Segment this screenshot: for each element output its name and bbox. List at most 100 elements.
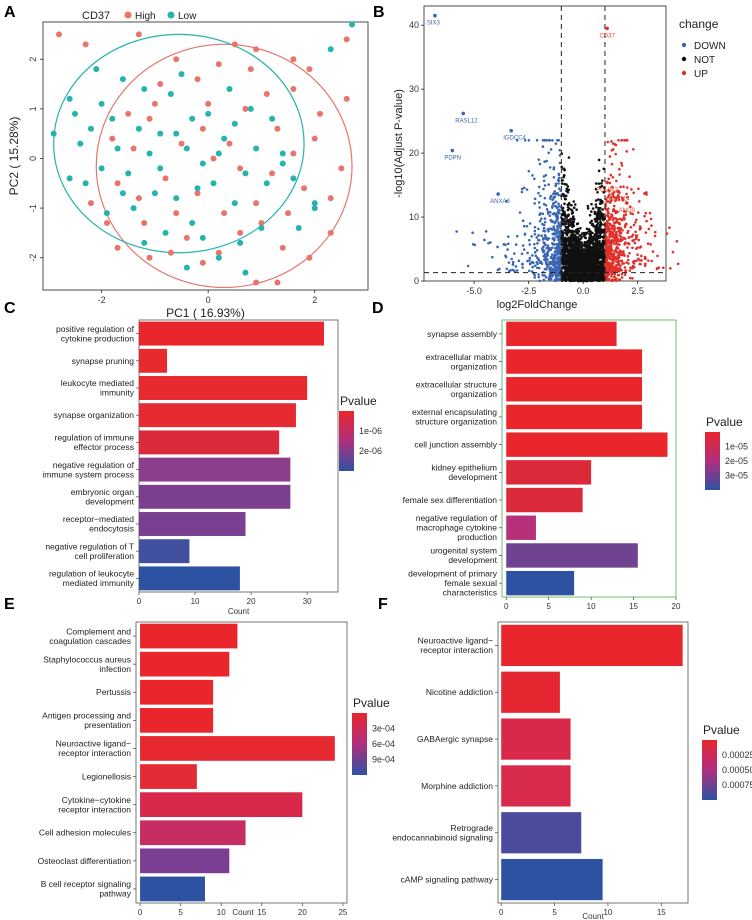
- panel-b-gene-point-not: [561, 179, 564, 182]
- panel-b-gene-point-not: [564, 247, 568, 251]
- panel-e-bar: [140, 792, 303, 818]
- panel-b-gene-point-not: [595, 253, 598, 257]
- panel-a-point-high: [151, 100, 158, 107]
- panel-b-gene-point-not: [563, 228, 567, 232]
- panel-a-x-tick-label: 0: [206, 295, 211, 305]
- panel-b-gene-point-up: [606, 274, 609, 278]
- panel-b-gene-point-down: [551, 220, 555, 223]
- panel-b-gene-point-not: [580, 236, 583, 240]
- panel-b-gene-point-not: [560, 165, 564, 169]
- panel-b-gene-point-not: [570, 235, 573, 239]
- panel-b-gene-point-up: [612, 255, 616, 258]
- panel-b-gene-point-not: [583, 264, 587, 268]
- panel-b-gene-point-not: [597, 251, 601, 255]
- panel-b-gene-point-up: [616, 246, 620, 250]
- panel-f-category-label: endocannabinoid signaling: [392, 832, 493, 842]
- panel-e-x-tick-label: 15: [257, 908, 266, 917]
- panel-d-category-label: female sex differentiation: [403, 495, 498, 505]
- panel-b-gene-point-down: [489, 241, 492, 244]
- panel-b-gene-point-down: [533, 229, 537, 233]
- panel-b-gene-point-down: [543, 274, 546, 277]
- panel-b-gene-point-down: [526, 251, 529, 255]
- panel-b-gene-point-not: [561, 209, 565, 213]
- panel-b-gene-point-up: [653, 230, 657, 234]
- panel-a-y-tick-label: 2: [28, 57, 38, 62]
- panel-b-gene-point-not: [576, 241, 580, 245]
- panel-b-gene-point-down: [527, 269, 531, 273]
- panel-a-point-low: [189, 220, 196, 226]
- panel-b-gene-point-not: [591, 207, 595, 210]
- panel-b-gene-point-down: [542, 187, 545, 191]
- panel-b-gene-point-not: [580, 262, 583, 266]
- panel-b-y-tick-label: 0: [414, 276, 419, 286]
- panel-b-gene-point-not: [571, 211, 575, 214]
- panel-b-gene-point-up: [617, 139, 620, 142]
- panel-d-bar: [506, 349, 643, 374]
- panel-b-gene-point-not: [593, 245, 596, 249]
- panel-b-gene-point-not: [570, 208, 573, 212]
- panel-b-gene-point-up: [608, 264, 612, 268]
- panel-b-gene-point-not: [565, 226, 568, 230]
- panel-b-gene-point-up: [631, 246, 634, 250]
- panel-b-gene-label: IGDCC4: [503, 136, 526, 142]
- panel-a-point-high: [125, 110, 132, 117]
- panel-b-gene-point-up: [632, 265, 636, 269]
- panel-b-gene-point-not: [563, 215, 567, 218]
- panel-b-gene-point-not: [591, 251, 595, 255]
- panel-b-gene-point-down: [537, 266, 541, 270]
- panel-b-gene-point-up: [616, 193, 620, 197]
- panel-b-gene-point-up: [623, 209, 626, 213]
- panel-b-gene-point-not: [589, 234, 592, 237]
- panel-d-category-label: cell junction assembly: [414, 440, 497, 450]
- panel-a-point-high: [253, 279, 260, 286]
- panel-b-gene-point-down: [557, 211, 561, 215]
- panel-letter-d: D: [372, 300, 384, 317]
- panel-b-gene-point-up: [625, 196, 629, 199]
- panel-b-gene-point-not: [564, 279, 568, 283]
- panel-b-gene-point-up: [607, 195, 610, 198]
- panel-b-gene-point-up: [623, 237, 627, 241]
- panel-b-gene-point-not: [563, 255, 566, 258]
- panel-b-gene-point-up: [671, 250, 675, 254]
- panel-b-gene-point-down: [455, 230, 458, 233]
- panel-d-legend-tick-label: 2e-05: [725, 456, 748, 466]
- panel-b-labeled-gene-point: [624, 201, 629, 205]
- panel-c-bar: [139, 321, 324, 346]
- panel-b-legend-key-up: [681, 70, 687, 76]
- panel-b-gene-point-down: [543, 217, 547, 220]
- panel-b-gene-point-up: [611, 175, 615, 179]
- panel-b-gene-point-not: [595, 225, 599, 228]
- panel-b-gene-point-not: [594, 203, 598, 206]
- panel-b-y-tick-label: 20: [409, 148, 419, 158]
- panel-b-gene-point-not: [597, 158, 601, 162]
- panel-a-point-low: [215, 150, 222, 157]
- panel-b-gene-point-down: [556, 224, 559, 228]
- panel-b-gene-point-down: [545, 261, 548, 265]
- panel-b-gene-point-up: [608, 181, 612, 185]
- panel-a-point-high: [290, 150, 297, 157]
- panel-b-gene-point-not: [596, 198, 600, 201]
- panel-a-point-high: [221, 210, 228, 217]
- panel-b-gene-point-down: [471, 231, 474, 235]
- panel-b-gene-point-up: [610, 185, 614, 189]
- panel-b-gene-point-up: [620, 259, 624, 263]
- panel-b-gene-point-not: [562, 167, 566, 171]
- panel-a-point-low: [183, 145, 190, 152]
- panel-e-bar: [140, 764, 197, 789]
- panel-b-gene-point-down: [547, 151, 550, 155]
- panel-b-gene-point-up: [609, 173, 613, 177]
- panel-b-gene-point-up: [649, 243, 652, 246]
- panel-e-category-label: Cell adhesion molecules: [39, 828, 131, 838]
- panel-b-gene-point-up: [656, 254, 659, 258]
- panel-b-gene-point-down: [506, 235, 510, 238]
- panel-b-gene-point-down: [535, 256, 539, 259]
- panel-b-gene-point-down: [506, 248, 509, 251]
- panel-e-bar: [140, 848, 230, 874]
- panel-b-gene-point-not: [591, 239, 595, 243]
- panel-b-gene-point-not: [568, 241, 571, 244]
- panel-b-gene-point-not: [599, 256, 602, 259]
- panel-b-gene-point-down: [542, 249, 546, 252]
- panel-b-gene-point-down: [553, 190, 557, 193]
- panel-b-gene-point-up: [627, 229, 630, 233]
